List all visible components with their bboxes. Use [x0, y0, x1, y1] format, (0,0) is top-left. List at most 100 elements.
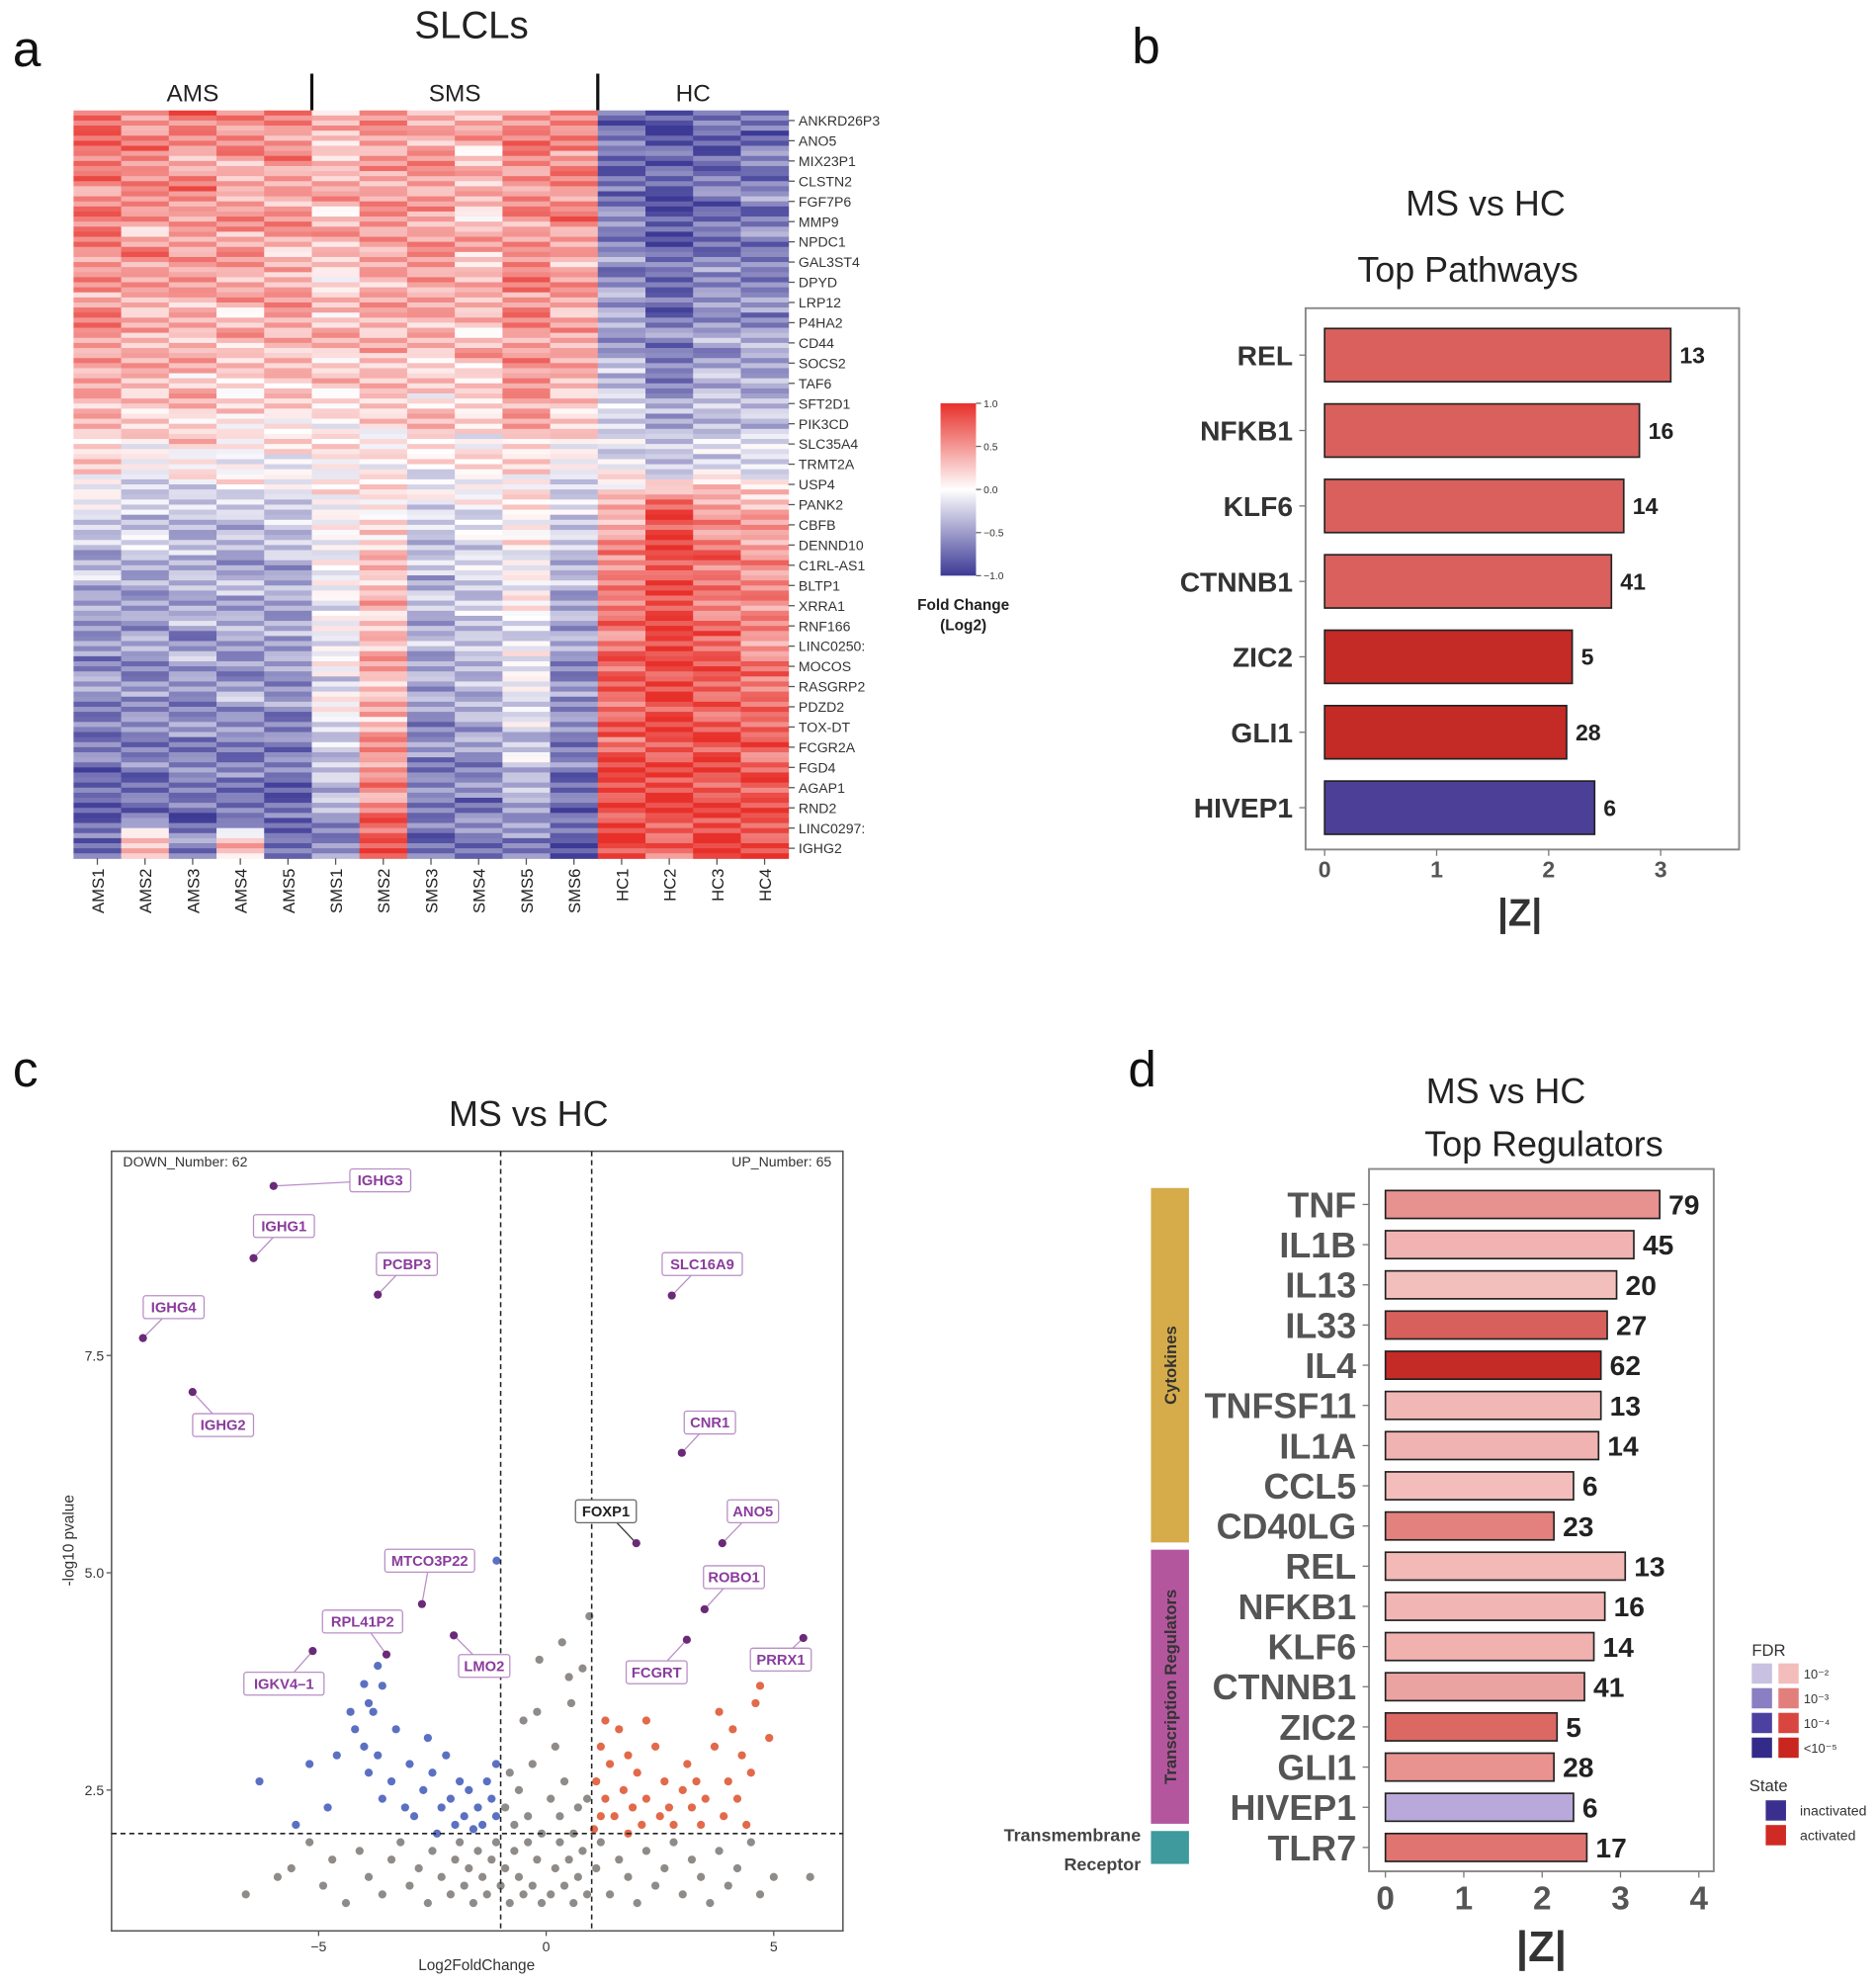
- heatmap-cell: [455, 660, 503, 667]
- heatmap-cell: [311, 600, 361, 607]
- heatmap-cell: [168, 418, 217, 425]
- down-point: [292, 1820, 300, 1830]
- heatmap-cell: [168, 595, 217, 602]
- heatmap-cell: [550, 712, 599, 718]
- heatmap-title: SLCLs: [414, 5, 528, 47]
- colorbar-tick-label: 0.0: [983, 485, 998, 496]
- heatmap-cell: [645, 398, 694, 404]
- heatmap-cell: [168, 312, 217, 318]
- heatmap-cell: [740, 610, 790, 617]
- category-bar: [1151, 1187, 1189, 1543]
- heatmap-cell: [502, 782, 552, 789]
- heatmap-cell: [168, 186, 217, 193]
- heatmap-cell: [264, 736, 312, 743]
- heatmap-cell: [121, 560, 170, 566]
- heatmap-cell: [121, 433, 170, 440]
- heatmap-cell: [168, 636, 217, 643]
- heatmap-cell: [550, 853, 599, 859]
- heatmap-cell: [502, 660, 552, 667]
- heatmap-cell: [455, 347, 503, 354]
- heatmap-cell: [550, 191, 599, 198]
- heatmap-cell: [359, 277, 408, 284]
- heatmap-cell: [73, 418, 123, 425]
- heatmap-cell: [550, 140, 599, 147]
- heatmap-cell: [740, 550, 790, 557]
- heatmap-cells: [73, 110, 790, 859]
- heatmap-cell: [406, 474, 456, 480]
- ns-point: [460, 1881, 469, 1890]
- heatmap-cell: [693, 751, 741, 758]
- heatmap-cell: [359, 307, 408, 313]
- up-point: [596, 1742, 605, 1751]
- heatmap-cell: [168, 292, 217, 299]
- bar-count-label: 27: [1616, 1310, 1647, 1341]
- heatmap-cell: [311, 655, 361, 662]
- ns-point: [528, 1760, 537, 1768]
- heatmap-cell: [73, 600, 123, 607]
- heatmap-cell: [645, 701, 694, 708]
- heatmap-cell: [693, 504, 741, 511]
- heatmap-cell: [359, 843, 408, 849]
- heatmap-cell: [455, 832, 503, 839]
- heatmap-cell: [311, 126, 361, 131]
- heatmap-cell: [502, 282, 552, 289]
- heatmap-cell: [311, 342, 361, 349]
- down-point: [378, 1681, 386, 1690]
- heatmap-cell: [73, 564, 123, 571]
- heatmap-cell: [740, 843, 790, 849]
- heatmap-cell: [406, 120, 456, 127]
- heatmap-cell: [311, 287, 361, 294]
- heatmap-cell: [359, 524, 408, 531]
- heatmap-cell: [121, 272, 170, 278]
- heatmap-cell: [311, 767, 361, 773]
- heatmap-cell: [645, 636, 694, 643]
- heatmap-cell: [455, 408, 503, 414]
- heatmap-cell: [693, 782, 741, 789]
- heatmap-cell: [550, 231, 599, 238]
- heatmap-cell: [693, 368, 741, 375]
- category-label: Transcription Regulators: [1161, 1590, 1180, 1784]
- heatmap-cell: [550, 317, 599, 323]
- heatmap-cell: [216, 201, 265, 208]
- heatmap-cell: [264, 509, 312, 516]
- ns-point: [287, 1863, 296, 1873]
- heatmap-cell: [645, 191, 694, 198]
- heatmap-cell: [550, 822, 599, 829]
- heatmap-cell: [645, 650, 694, 657]
- heatmap-cell: [121, 691, 170, 698]
- heatmap-cell: [264, 277, 312, 284]
- heatmap-cell: [216, 772, 265, 779]
- heatmap-cell: [455, 135, 503, 141]
- heatmap-cell: [645, 655, 694, 662]
- heatmap-cell: [645, 631, 694, 637]
- heatmap-cell: [502, 621, 552, 627]
- heatmap-cell: [311, 347, 361, 354]
- ns-point: [533, 1707, 542, 1716]
- heatmap-cell: [216, 358, 265, 364]
- down-point: [378, 1794, 386, 1803]
- heatmap-cell: [406, 655, 456, 662]
- heatmap-cell: [311, 641, 361, 647]
- fdr-state-legend: FDR State 10⁻²10⁻³10⁻⁴<10⁻⁵inactivatedac…: [1749, 1641, 1866, 1846]
- heatmap-cell: [264, 540, 312, 546]
- heatmap-cell: [455, 575, 503, 581]
- heatmap-cell: [645, 418, 694, 425]
- heatmap-cell: [73, 545, 123, 552]
- heatmap-cell: [550, 449, 599, 455]
- heatmap-cell: [550, 206, 599, 213]
- heatmap-cell: [121, 848, 170, 854]
- heatmap-cell: [168, 741, 217, 748]
- heatmap-cell: [597, 196, 646, 203]
- down-point: [346, 1707, 355, 1716]
- heatmap-cell: [264, 580, 312, 586]
- heatmap-cell: [455, 827, 503, 834]
- heatmap-cell: [740, 140, 790, 147]
- heatmap-cell: [693, 772, 741, 779]
- state-label: activated: [1800, 1828, 1855, 1844]
- heatmap-cell: [406, 236, 456, 243]
- heatmap-cell: [740, 575, 790, 581]
- heatmap-cell: [645, 312, 694, 318]
- heatmap-cell: [597, 439, 646, 445]
- heatmap-cell: [264, 206, 312, 213]
- heatmap-cell: [359, 550, 408, 557]
